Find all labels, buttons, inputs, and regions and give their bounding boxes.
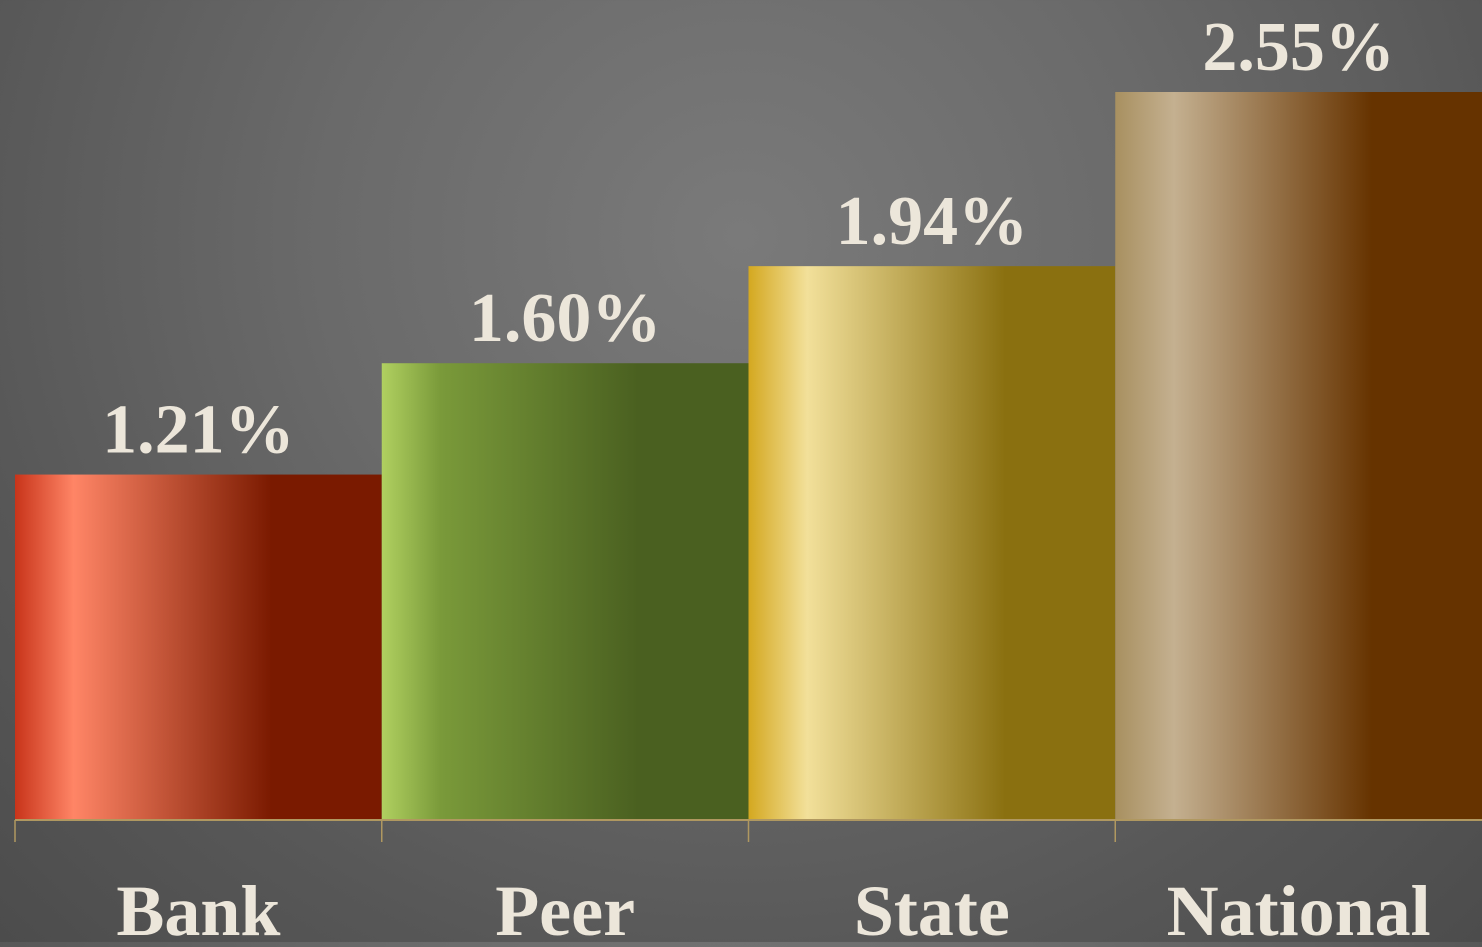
x-axis	[14, 819, 1482, 842]
x-tick-label-state: State	[854, 871, 1010, 942]
data-label-state: 1.94%	[836, 183, 1029, 260]
bar-peer	[381, 363, 749, 820]
labels-layer: 1.21% Bank 1.60% Peer 1.94% State 2.55% Nationa…	[102, 9, 1431, 947]
bar-bank	[15, 474, 382, 820]
bars-layer	[15, 92, 1482, 820]
bar-state	[748, 266, 1116, 820]
x-tick-label-national: National	[1167, 871, 1431, 942]
bar-national	[1115, 92, 1482, 820]
data-label-national: 2.55%	[1202, 9, 1395, 86]
data-label-peer: 1.60%	[469, 280, 662, 357]
data-label-bank: 1.21%	[102, 392, 295, 469]
x-tick-label-bank: Bank	[116, 871, 280, 942]
x-tick-label-peer: Peer	[495, 871, 635, 942]
